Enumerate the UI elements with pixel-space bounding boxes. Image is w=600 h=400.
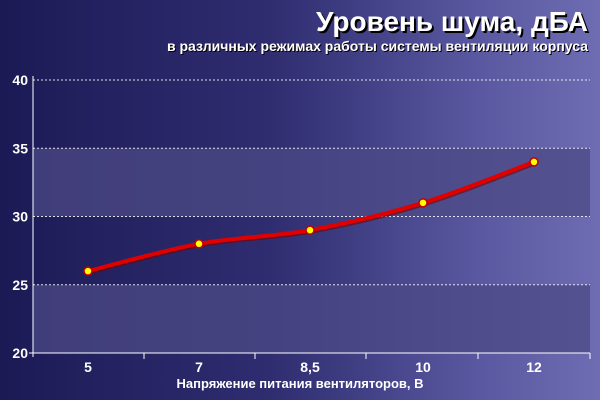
data-point: [305, 225, 315, 235]
y-tick-labels: 20 25 30 35 40: [12, 72, 28, 361]
y-tick-label: 25: [12, 277, 28, 293]
chart-subtitle: в различных режимах работы системы венти…: [166, 38, 588, 54]
data-point: [83, 266, 93, 276]
y-tick-label: 30: [12, 209, 28, 225]
x-tick-labels: 5 7 8,5 10 12: [84, 359, 542, 375]
y-tick-label: 35: [12, 140, 28, 156]
x-tick-label: 10: [415, 359, 431, 375]
x-tick-label: 8,5: [300, 359, 320, 375]
x-tick-label: 7: [195, 359, 203, 375]
data-point: [529, 157, 539, 167]
data-point: [418, 198, 428, 208]
background-bands: [33, 148, 590, 353]
data-markers: [83, 157, 539, 276]
data-point: [194, 239, 204, 249]
y-tick-label: 20: [12, 345, 28, 361]
x-axis-label: Напряжение питания вентиляторов, В: [176, 376, 424, 391]
chart-title: Уровень шума, дБА: [316, 6, 588, 37]
x-tick-label: 12: [526, 359, 542, 375]
y-tick-label: 40: [12, 72, 28, 88]
axes: [29, 76, 591, 359]
band-1: [33, 284, 590, 353]
x-tick-label: 5: [84, 359, 92, 375]
band-0: [33, 148, 590, 217]
